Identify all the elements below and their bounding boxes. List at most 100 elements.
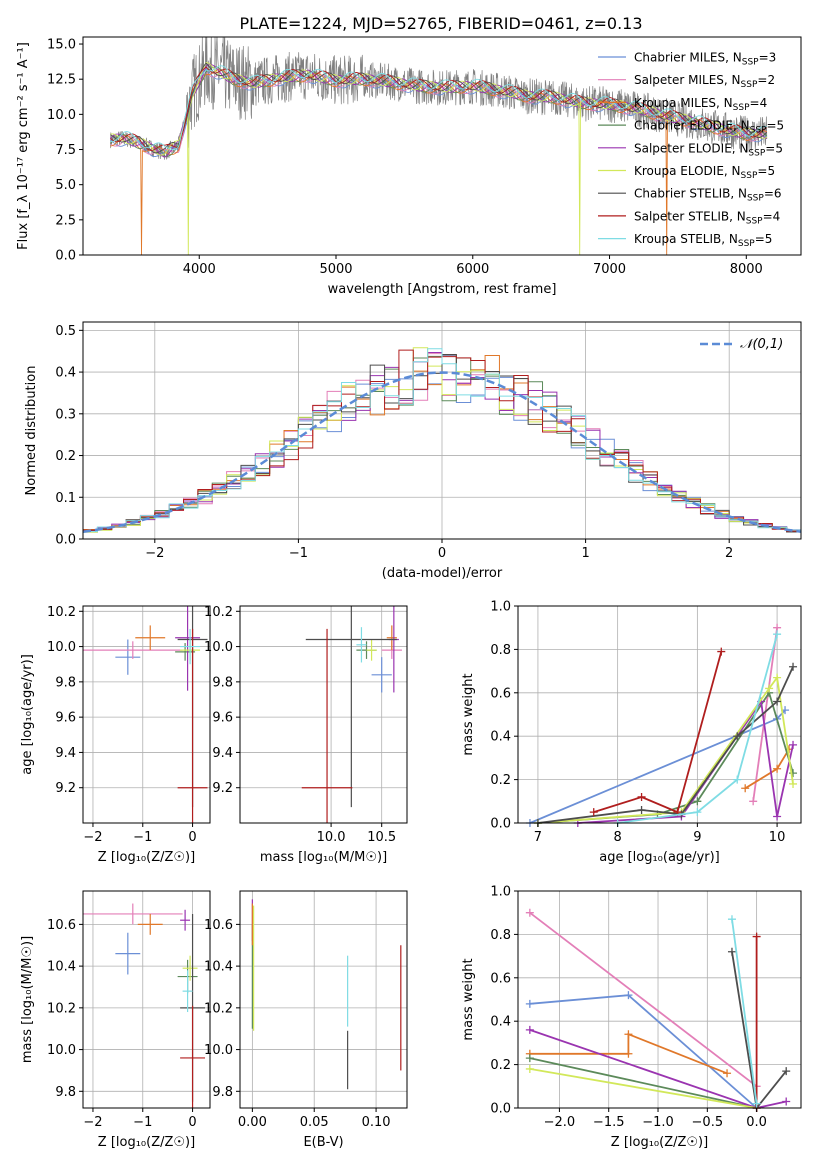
massweight-marker [773,630,782,639]
x-axis-label: wavelength [Angstrom, rest frame] [328,282,557,297]
y-axis-label: age [log₁₀(age/yr)] [20,654,35,775]
legend-value: =4 [763,209,781,223]
figure-title: PLATE=1224, MJD=52765, FIBERID=0461, z=0… [239,14,642,33]
massweight-marker [733,775,742,784]
legend-subscript: SSP [741,171,758,181]
y-tick-label: 12.5 [47,73,76,88]
x-tick-label: 0 [188,1115,196,1130]
age-vs-mass-panel: 10.0 10.5 9.2 9.4 9.6 9.8 10.0 10.2 mass [log₁₀(… [204,605,408,865]
y-tick-label: 10.6 [204,918,233,933]
plot-area [83,903,206,1108]
legend-label: Salpeter STELIB, NSSP=4 [634,209,780,226]
mass-vs-ebv-panel: 0.00 0.05 0.10 9.8 10.0 10.2 10.4 10.6 E(B-V) [204,890,408,1150]
x-tick-label: −1.5 [593,1115,625,1130]
x-tick-label: 7 [534,830,542,845]
y-axis-label: Flux [f_λ 10⁻¹⁷ erg cm⁻² s⁻¹ A⁻¹] [16,42,31,250]
massweight-marker [624,1030,633,1039]
errorbar-point-chabrier-miles [115,932,141,975]
y-tick-label: 9.8 [212,675,233,690]
x-tick-label: 0.0 [746,1115,767,1130]
massweight-marker [637,792,646,801]
x-tick-label: 0 [188,830,196,845]
massweight-line-kroupa-elodie [529,1068,757,1109]
y-tick-label: 0.4 [490,730,511,745]
legend-label: Salpeter MILES, NSSP=2 [634,73,775,90]
x-tick-label: 10.5 [367,830,396,845]
x-tick-label: −2 [83,830,102,845]
legend-value: =3 [759,51,777,65]
y-tick-label: 9.8 [55,675,76,690]
x-tick-label: −2.0 [544,1115,576,1130]
massweight-marker [789,662,798,671]
massweight-marker [782,1067,791,1076]
massweight-marker [525,1025,534,1034]
legend-subscript: SSP [738,239,755,249]
legend-label: Kroupa STELIB, NSSP=5 [634,232,772,249]
x-tick-label: −1 [133,830,152,845]
histogram-kroupa-elodie [83,347,801,533]
y-tick-label: 1.0 [490,600,511,615]
x-axis-label: Z [log₁₀(Z/Z☉)] [611,1135,708,1150]
legend-label: Chabrier STELIB, NSSP=6 [634,187,782,204]
errorbar-point-kroupa-elodie [182,955,198,981]
age-vs-metallicity-panel: −2 −1 0 9.2 9.4 9.6 9.8 10.0 10.2 Z [log₁₀(Z/Z☉)]… [20,605,211,865]
normal-reference-curve [83,371,801,533]
y-tick-label: 0.8 [490,928,511,943]
massweight-line-salpeter-miles [529,911,758,1088]
y-tick-label: 10.0 [47,108,76,123]
massweight-marker [525,1054,534,1063]
legend-subscript: SSP [747,194,764,204]
axes-frame [82,890,211,1109]
legend-value: =5 [757,164,775,178]
model-spectrum-salpeter-miles [110,72,767,155]
x-tick-label: 10 [769,830,786,845]
massweight-marker [525,908,534,917]
errorbar-point-kroupa-stelib [182,970,193,1013]
errorbar-point-kroupa-miles [135,625,166,651]
y-tick-label: 9.2 [212,781,233,796]
legend-subscript: SSP [750,126,767,136]
y-tick-label: 10.4 [204,960,233,975]
legend-subscript: SSP [733,103,750,113]
axes-frame [517,605,802,824]
legend-value: =6 [764,187,782,201]
x-axis-label: (data-model)/error [382,566,503,581]
y-tick-label: 10.2 [204,605,233,620]
x-tick-label: 1 [581,546,589,561]
y-tick-label: 10.0 [47,1043,76,1058]
errorbar-point-salpeter-elodie [180,909,191,931]
massweight-marker [723,1069,732,1078]
massweight-line-chabrier-elodie [529,1057,757,1109]
y-tick-label: 15.0 [47,38,76,53]
x-tick-label: −1.0 [642,1115,674,1130]
y-tick-label: 7.5 [55,143,76,158]
legend-subscript: SSP [746,216,763,226]
y-tick-label: 0.4 [490,1015,511,1030]
errorbar-point-kroupa-stelib [180,628,201,665]
y-tick-label: 10.0 [204,640,233,655]
massweight-marker [752,1099,761,1108]
y-tick-label: 0.6 [490,686,511,701]
residuals-plot-area [83,347,801,533]
massweight-vs-age-panel: 7 8 9 10 0.0 0.2 0.4 0.6 0.8 1.0 age [log₁₀(age/yr… [461,600,802,865]
model-spectrum-kroupa-stelib [110,65,767,150]
y-tick-label: 9.2 [55,781,76,796]
y-tick-label: 9.6 [212,711,233,726]
y-axis-label: mass weight [461,958,476,1040]
errorbar-point-salpeter-stelib [177,628,208,823]
legend-value: =5 [755,232,773,246]
x-tick-label: 0.10 [362,1115,391,1130]
massweight-marker [637,805,646,814]
massweight-line-salpeter-miles [752,627,778,802]
massweight-marker [773,673,782,682]
x-tick-label: 5000 [319,262,352,277]
y-tick-label: 9.4 [212,746,233,761]
y-tick-label: 10.0 [204,1043,233,1058]
x-axis-label: age [log₁₀(age/yr)] [599,850,720,865]
legend-label-normal: 𝒩(0,1) [740,337,783,352]
massweight-marker [789,740,798,749]
errorbar-point-salpeter-miles [83,641,183,659]
errorbar-point-salpeter-stelib [301,628,353,823]
residuals-histogram-panel: −2 −1 0 1 2 0.0 0.1 0.2 0.3 0.4 0.5 (data-model)/er… [24,321,802,581]
